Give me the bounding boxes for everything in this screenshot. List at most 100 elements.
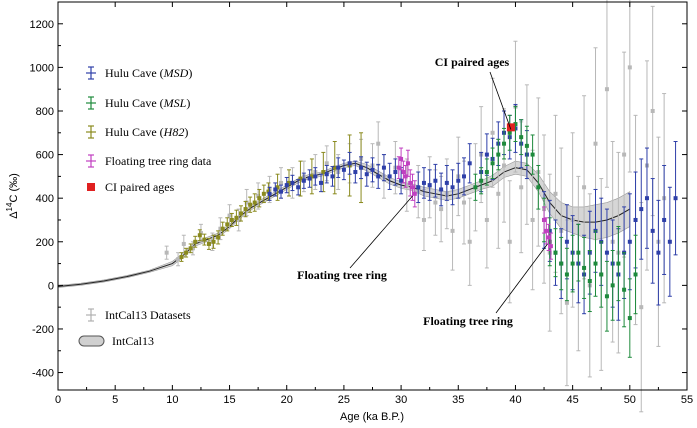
x-tick-label: 20 bbox=[281, 394, 293, 406]
point-marker bbox=[330, 174, 335, 179]
point-marker bbox=[261, 191, 266, 196]
data-point bbox=[536, 164, 541, 210]
data-point bbox=[248, 196, 253, 213]
point-marker bbox=[450, 228, 455, 233]
legend-label: IntCal13 Datasets bbox=[105, 308, 191, 322]
point-marker bbox=[197, 233, 202, 238]
point-marker bbox=[279, 180, 284, 185]
point-marker bbox=[519, 185, 524, 190]
data-point bbox=[309, 158, 314, 195]
data-point bbox=[559, 236, 564, 291]
data-point bbox=[604, 260, 609, 332]
annotation-label: Floating tree ring bbox=[423, 314, 513, 328]
point-marker bbox=[553, 191, 558, 196]
data-point bbox=[479, 167, 484, 195]
point-marker bbox=[405, 161, 410, 166]
data-point bbox=[662, 164, 667, 275]
data-point bbox=[444, 164, 449, 201]
data-point bbox=[542, 206, 547, 234]
data-point bbox=[359, 156, 364, 180]
point-marker bbox=[427, 183, 432, 188]
point-marker bbox=[404, 183, 409, 188]
point-marker bbox=[364, 172, 369, 177]
data-point bbox=[381, 154, 386, 182]
data-point bbox=[396, 156, 401, 180]
point-marker bbox=[507, 239, 512, 244]
legend-label: CI paired ages bbox=[105, 180, 175, 194]
data-point bbox=[421, 167, 426, 199]
point-marker bbox=[610, 283, 615, 288]
data-point bbox=[202, 233, 207, 246]
point-marker bbox=[236, 217, 241, 222]
data-point bbox=[256, 182, 261, 210]
data-point bbox=[604, 0, 609, 188]
data-point bbox=[548, 232, 553, 260]
point-marker bbox=[403, 174, 408, 179]
data-point bbox=[341, 159, 346, 181]
data-point bbox=[336, 157, 341, 178]
data-point bbox=[267, 186, 272, 201]
point-marker bbox=[564, 300, 569, 305]
point-marker bbox=[662, 217, 667, 222]
data-point bbox=[627, 0, 632, 173]
point-marker bbox=[202, 237, 207, 242]
data-point bbox=[211, 234, 216, 249]
point-marker bbox=[370, 167, 375, 172]
series-ci-paired-ages bbox=[506, 123, 515, 132]
x-tick-label: 35 bbox=[452, 394, 464, 406]
data-point bbox=[633, 234, 638, 315]
point-marker bbox=[667, 239, 672, 244]
point-marker bbox=[582, 265, 587, 270]
point-marker bbox=[399, 156, 404, 161]
y-tick-label: 0 bbox=[48, 280, 54, 292]
data-point bbox=[218, 217, 223, 241]
point-marker bbox=[456, 178, 461, 183]
annotation-label: CI paired ages bbox=[435, 55, 510, 69]
point-marker bbox=[530, 217, 535, 222]
point-marker bbox=[564, 239, 569, 244]
legend-item: Hulu Cave (H82) bbox=[86, 125, 188, 139]
x-tick-label: 5 bbox=[112, 394, 118, 406]
data-point bbox=[370, 157, 375, 183]
point-marker bbox=[496, 191, 501, 196]
data-point bbox=[279, 184, 284, 199]
legend-label: Hulu Cave (MSD) bbox=[105, 66, 192, 80]
point-marker bbox=[179, 255, 184, 260]
point-marker bbox=[332, 165, 337, 170]
data-point bbox=[313, 167, 318, 186]
data-point bbox=[307, 169, 312, 188]
point-marker bbox=[542, 217, 547, 222]
data-point bbox=[244, 188, 249, 217]
data-point bbox=[330, 166, 335, 187]
data-point bbox=[667, 186, 672, 297]
point-marker bbox=[211, 239, 216, 244]
point-marker bbox=[604, 250, 609, 255]
point-marker bbox=[321, 170, 326, 175]
point-marker bbox=[227, 213, 232, 218]
point-marker bbox=[267, 191, 272, 196]
point-marker bbox=[307, 176, 312, 181]
data-point bbox=[238, 205, 243, 222]
data-point bbox=[576, 223, 581, 282]
point-marker bbox=[604, 87, 609, 92]
data-point bbox=[399, 147, 404, 171]
point-marker bbox=[622, 152, 627, 157]
legend-label: Floating tree ring data bbox=[105, 154, 212, 168]
point-marker bbox=[206, 241, 211, 246]
data-point bbox=[639, 158, 644, 260]
data-point bbox=[181, 234, 186, 254]
x-tick-label: 25 bbox=[338, 394, 350, 406]
data-point bbox=[275, 173, 280, 201]
point-marker bbox=[656, 250, 661, 255]
data-point bbox=[461, 157, 466, 196]
data-point bbox=[347, 151, 352, 175]
data-point bbox=[599, 241, 604, 308]
axes-layer: 0 5 10 15 20 25 30 35 40 45 50 55 -400 -200 0 200 400 600… bbox=[30, 1, 693, 406]
point-marker bbox=[324, 161, 329, 166]
y-tick-label: 400 bbox=[36, 193, 54, 205]
point-marker bbox=[633, 272, 638, 277]
data-point bbox=[564, 247, 569, 302]
y-tick-label: 1200 bbox=[30, 19, 54, 31]
point-marker bbox=[639, 305, 644, 310]
point-marker bbox=[416, 185, 421, 190]
